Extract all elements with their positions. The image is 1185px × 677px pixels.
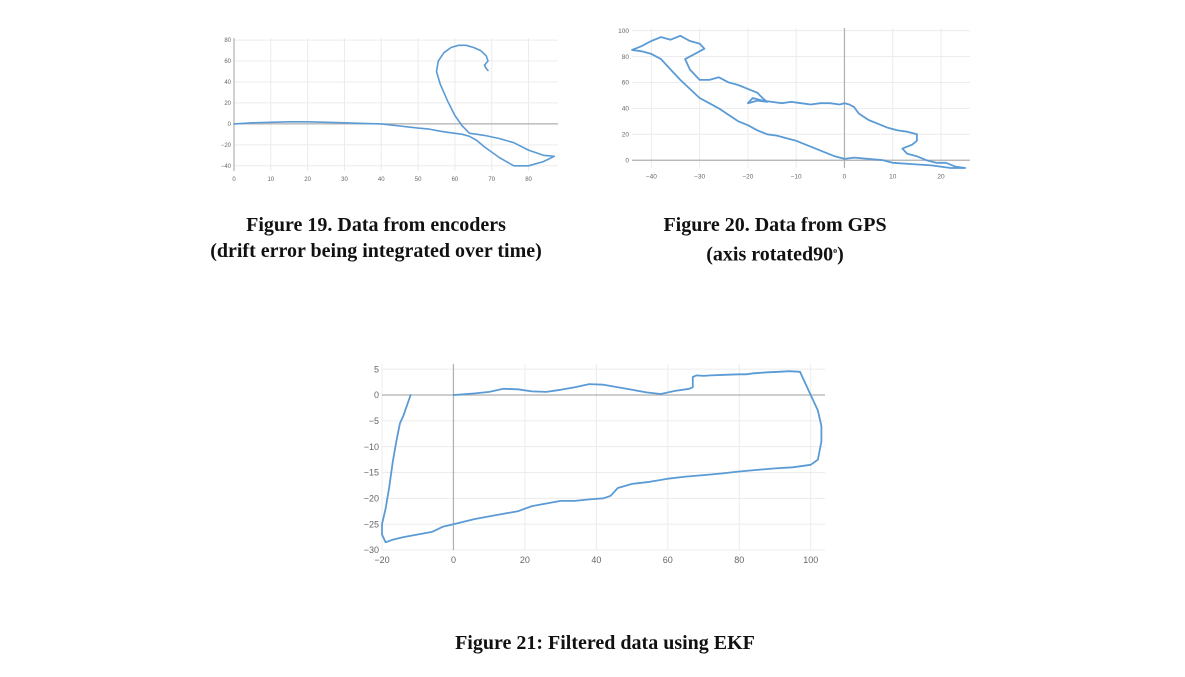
x-tick-label: 80 [525,177,532,183]
y-tick-label: 5 [374,364,379,374]
y-tick-label: 40 [622,106,630,113]
ekf-filtered-chart: −20 0 20 40 60 80 100 5 0 −5 −10 −15 −20 −25 −30 [364,364,825,565]
y-tick-label: 20 [224,101,231,107]
y-tick-label: −40 [221,164,232,170]
encoder-drift-chart: 0 10 20 30 40 50 60 70 80 80 60 40 20 0 −20 −40 [221,38,558,183]
x-tick-label: −20 [742,174,753,181]
series-line [631,34,967,169]
y-tick-label: 80 [224,38,231,44]
x-tick-label: −40 [646,174,657,181]
series-line [233,44,556,167]
y-tick-label: 60 [622,80,630,87]
x-tick-label: 20 [304,177,311,183]
x-tick-label: 40 [378,177,385,183]
y-tick-label: 100 [618,28,629,35]
y-tick-label: −30 [364,545,379,555]
x-tick-label: 40 [591,555,601,565]
figure-20-caption-line2: (axis rotated90o) [600,238,950,268]
figure-20-caption-angle: 90 [813,243,834,266]
x-tick-label: 20 [520,555,530,565]
figure-20-caption-text: (axis rotated [706,243,814,266]
x-tick-label: 100 [803,555,818,565]
figure-20-caption-line1: Figure 20. Data from GPS [663,214,887,236]
figure-19-caption-line2: (drift error being integrated over time) [210,240,542,262]
grid-lines [381,364,825,551]
y-tick-label: 20 [622,132,630,139]
y-tick-label: 0 [625,157,629,164]
x-tick-label: 80 [734,555,744,565]
y-tick-label: 60 [224,59,231,65]
y-tick-label: −10 [364,442,379,452]
y-tick-label: −20 [221,143,232,149]
x-tick-label: 60 [452,177,459,183]
x-tick-label: 0 [451,555,456,565]
x-tick-label: 0 [232,177,236,183]
series-line [381,370,823,544]
x-tick-label: −10 [791,174,802,181]
figure-20-caption: Figure 20. Data from GPS (axis rotated90… [600,212,950,268]
x-tick-label: 20 [937,174,945,181]
y-tick-label: 40 [224,80,231,86]
figure-21-caption-line1: Figure 21: Filtered data using EKF [455,632,755,654]
x-tick-label: −30 [694,174,705,181]
y-tick-label: 0 [228,122,232,128]
y-tick-label: −5 [369,416,379,426]
y-tick-label: −15 [364,468,379,478]
grid-lines [233,38,558,171]
figure-21-caption: Figure 21: Filtered data using EKF [380,630,830,656]
y-tick-label: −25 [364,519,379,529]
x-tick-label: 50 [415,177,422,183]
x-tick-label: 0 [843,174,847,181]
figure-19-caption: Figure 19. Data from encoders (drift err… [176,212,576,264]
x-tick-label: −20 [374,555,389,565]
y-tick-label: −20 [364,493,379,503]
x-tick-label: 10 [267,177,274,183]
x-tick-label: 60 [663,555,673,565]
gps-data-chart: −40 −30 −20 −10 0 10 20 100 80 60 40 20 0 [618,28,970,181]
grid-lines [632,28,970,168]
x-tick-label: 70 [488,177,495,183]
x-tick-label: 30 [341,177,348,183]
y-tick-label: 80 [622,54,630,61]
y-tick-label: 0 [374,390,379,400]
figure-19-caption-line1: Figure 19. Data from encoders [246,214,506,236]
degree-symbol: o [833,246,838,255]
x-tick-label: 10 [889,174,897,181]
figure-20-caption-close: ) [837,243,844,266]
